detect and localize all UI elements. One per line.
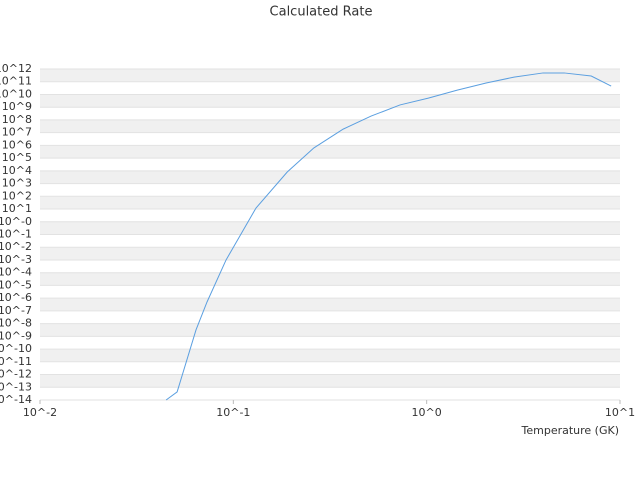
x-tick-label: 10^0 <box>412 406 442 419</box>
y-tick-label: 10^10 <box>0 87 32 100</box>
y-tick-label: 10^-2 <box>0 240 32 253</box>
y-tick-label: 10^12 <box>0 62 32 75</box>
grid-band <box>40 349 620 362</box>
y-tick-label: 10^-5 <box>0 278 32 291</box>
grid-band <box>40 69 620 82</box>
grid-band <box>40 272 620 286</box>
grid-band <box>40 145 620 159</box>
y-tick-label: 10^-6 <box>0 291 32 304</box>
x-tick-label: 10^1 <box>605 406 635 419</box>
x-tick-label: 10^-2 <box>23 406 57 419</box>
grid-band <box>40 119 620 133</box>
y-tick-label: 10^2 <box>2 189 32 202</box>
y-tick-label: 10^11 <box>0 75 32 88</box>
grid-band <box>40 298 620 311</box>
y-tick-label: 10^-3 <box>0 253 32 266</box>
y-tick-label: 10^3 <box>2 177 32 190</box>
grid-band <box>40 374 620 388</box>
y-tick-label: 10^5 <box>2 151 32 164</box>
y-tick-label: 10^9 <box>2 100 32 113</box>
y-tick-label: 10^-0 <box>0 215 32 228</box>
y-tick-label: 10^6 <box>2 138 32 151</box>
y-tick-label: 10^4 <box>2 164 32 177</box>
grid-band <box>40 221 620 235</box>
y-tick-label: 10^7 <box>2 126 32 139</box>
y-tick-label: 10^-1 <box>0 228 32 241</box>
y-tick-label: 10^8 <box>2 113 32 126</box>
x-tick-label: 10^-1 <box>216 406 250 419</box>
y-tick-label: 10^-10 <box>0 342 32 355</box>
grid-band <box>40 247 620 260</box>
grid-band <box>40 94 620 108</box>
grid-band <box>40 196 620 210</box>
chart-title: Calculated Rate <box>270 5 373 20</box>
plot-background <box>40 68 620 401</box>
y-tick-label: 10^-7 <box>0 304 32 317</box>
y-tick-label: 10^-12 <box>0 368 32 381</box>
y-tick-label: 10^-9 <box>0 329 32 342</box>
y-tick-label: 10^-14 <box>0 393 32 406</box>
y-tick-label: 10^-13 <box>0 380 32 393</box>
grid-band <box>40 323 620 337</box>
y-tick-label: 10^-4 <box>0 266 32 279</box>
y-tick-label: 10^1 <box>2 202 32 215</box>
x-axis-label: Temperature (GK) <box>521 424 620 437</box>
y-tick-label: 10^-8 <box>0 317 32 330</box>
data-line <box>165 72 612 401</box>
grid-band <box>40 170 620 184</box>
y-tick-label: 10^-11 <box>0 355 32 368</box>
